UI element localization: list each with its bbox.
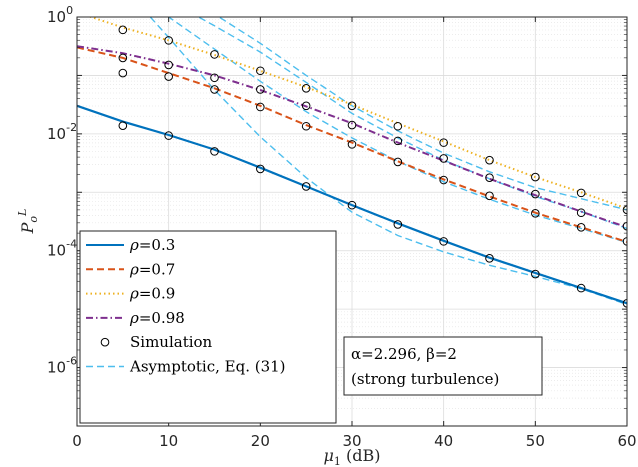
x-tick-label: 30: [342, 432, 361, 450]
y-tick-label: 10-4: [47, 238, 77, 260]
x-tick-labels: 0 10 20 30 40 50 60: [72, 432, 636, 450]
simulation-point: [393, 157, 403, 167]
simulation-point: [301, 182, 311, 191]
legend-box: [79, 230, 337, 424]
simulation-point: [622, 205, 627, 215]
legend-label-2: ρ=0.7: [129, 260, 175, 278]
annotation-box: [343, 336, 543, 396]
x-axis-label: μ1 (dB): [324, 446, 381, 467]
y-tick-label: 10-6: [47, 355, 77, 377]
simulation-point: [576, 188, 586, 198]
x-tick-label: 20: [251, 432, 270, 450]
simulation-point: [118, 68, 128, 78]
legend-label-simulation: Simulation: [130, 333, 213, 351]
x-tick-label: 10: [159, 432, 178, 450]
simulation-point: [118, 121, 128, 130]
legend-swatch-simulation: [100, 337, 110, 347]
simulation-point: [301, 121, 311, 131]
series-line-1: [77, 104, 627, 305]
asymptotic-curve-1: [149, 17, 627, 306]
simulation-point: [439, 237, 448, 246]
series-layer: [77, 17, 627, 308]
simulation-point: [210, 85, 219, 94]
simulation-point: [485, 173, 494, 182]
y-tick-label: 10-2: [47, 121, 77, 143]
simulation-point: [347, 120, 357, 130]
x-tick-label: 60: [617, 432, 636, 450]
y-tick-labels: 100 10-2 10-4 10-6: [47, 4, 77, 377]
legend-label-1: ρ=0.3: [129, 236, 175, 254]
simulation-point: [164, 131, 173, 140]
simulation-point: [531, 172, 540, 182]
simulation-point: [118, 25, 128, 35]
y-axis-label: PoL: [16, 209, 40, 235]
simulation-point: [301, 101, 311, 111]
simulation-point: [485, 191, 494, 201]
simulation-point: [439, 154, 448, 163]
simulation-point: [210, 73, 219, 83]
simulation-point: [393, 220, 403, 229]
asymptotic-curve-2: [167, 17, 627, 244]
x-tick-label: 40: [434, 432, 453, 450]
simulation-point: [347, 140, 357, 149]
series-line-2: [77, 46, 627, 243]
simulation-point: [576, 208, 586, 218]
simulation-point: [531, 189, 540, 199]
simulation-point: [576, 223, 586, 232]
y-tick-label: 100: [47, 4, 73, 26]
simulation-point: [347, 200, 357, 210]
asymptotic-curve-4: [197, 17, 627, 230]
parameter-annotation: α=2.296, β=2 (strong turbulence): [343, 336, 543, 396]
simulation-point: [210, 147, 219, 156]
simulation-point: [531, 209, 540, 218]
legend: ρ=0.3 ρ=0.7 ρ=0.9 ρ=0.98 Simulation Asymptoti…: [79, 230, 337, 424]
simulation-point: [439, 138, 448, 147]
annotation-line-2: (strong turbulence): [351, 370, 499, 388]
simulation-point: [622, 237, 627, 246]
simulation-point: [256, 66, 265, 76]
series-line-3: [87, 17, 627, 210]
series-line-4: [77, 45, 627, 229]
simulation-point: [210, 50, 219, 59]
asymptotic-curve-3: [217, 17, 627, 211]
legend-label-3: ρ=0.9: [129, 285, 175, 303]
simulation-point: [485, 155, 494, 165]
simulation-point: [576, 283, 586, 293]
legend-label-asymptotic: Asymptotic, Eq. (31): [129, 358, 286, 376]
simulation-point: [622, 221, 627, 231]
x-tick-label: 50: [526, 432, 545, 450]
simulation-point: [256, 164, 265, 174]
x-tick-label: 0: [72, 432, 82, 450]
simulation-point: [256, 85, 265, 94]
simulation-point: [485, 254, 494, 263]
simulation-point: [393, 121, 403, 131]
simulation-point: [118, 53, 128, 63]
simulation-point: [256, 102, 265, 112]
simulation-point: [393, 136, 403, 146]
simulation-point: [301, 83, 311, 93]
simulation-point: [622, 299, 627, 308]
simulation-point: [164, 60, 173, 70]
annotation-line-1: α=2.296, β=2: [351, 345, 457, 363]
legend-label-4: ρ=0.98: [129, 309, 185, 327]
simulation-point: [164, 72, 173, 81]
simulation-point: [164, 36, 173, 45]
simulation-point: [439, 175, 448, 185]
simulation-point: [347, 101, 357, 111]
simulation-point: [531, 269, 540, 279]
